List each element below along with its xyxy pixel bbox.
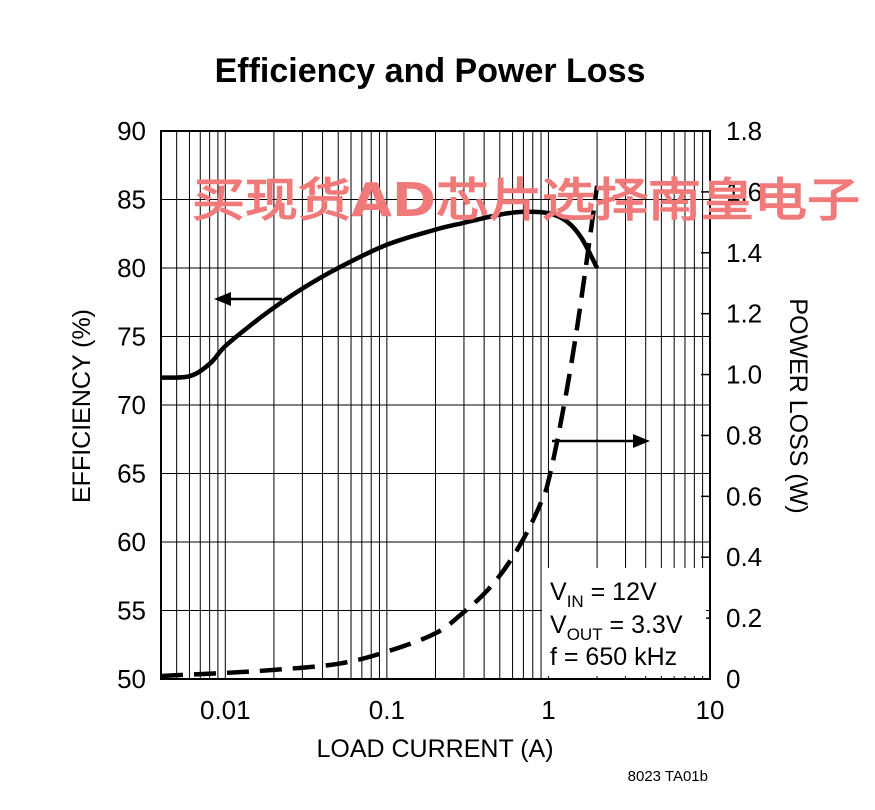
x-axis-label: LOAD CURRENT (A) [316, 735, 553, 763]
y-right-tick-labels: 1.8 1.6 1.4 1.2 1.0 0.8 0.6 0.4 0.2 0 [726, 116, 762, 694]
y-left-axis-label: EFFICIENCY (%) [68, 309, 96, 503]
x-tick-label: 1 [541, 695, 555, 725]
y-right-tick-label: 1.6 [726, 177, 762, 207]
efficiency-curve [160, 209, 600, 380]
x-tick-label: 0.01 [200, 695, 251, 725]
efficiency-axis-arrow [214, 292, 282, 306]
y-right-tick-label: 1.4 [726, 238, 762, 268]
y-left-tick-label: 75 [117, 322, 146, 352]
condition-frequency: f = 650 kHz [550, 643, 677, 671]
x-tick-labels: 0.01 0.1 1 10 [200, 695, 724, 725]
data-series [160, 185, 600, 679]
x-tick-label: 10 [696, 695, 725, 725]
figure-id: 8023 TA01b [628, 768, 708, 785]
y-left-tick-label: 65 [117, 459, 146, 489]
y-right-tick-label: 0.6 [726, 481, 762, 511]
plot-frame [160, 130, 711, 680]
y-right-tick-label: 0.4 [726, 542, 762, 572]
condition-vin: VIN = 12V [550, 578, 657, 611]
y-right-axis-label: POWER LOSS (W) [784, 298, 812, 513]
y-left-tick-label: 60 [117, 527, 146, 557]
watermark: 买现货AD芯片选择南皇电子 [192, 173, 860, 227]
y-right-tick-label: 0.8 [726, 420, 762, 450]
y-right-tick-label: 1.8 [726, 116, 762, 146]
power-loss-axis-arrow [552, 434, 650, 448]
y-left-tick-label: 55 [117, 596, 146, 626]
y-right-tick-label: 0 [726, 664, 740, 694]
condition-vout: VOUT = 3.3V [550, 611, 683, 644]
y-left-tick-label: 85 [117, 185, 146, 215]
y-right-tick-label: 0.2 [726, 603, 762, 633]
y-left-tick-label: 70 [117, 390, 146, 420]
conditions-box-background [542, 568, 706, 676]
y-right-tick-label: 1.0 [726, 360, 762, 390]
power-loss-curve [160, 185, 600, 679]
x-tick-label: 0.1 [369, 695, 405, 725]
y-left-tick-label: 90 [117, 116, 146, 146]
y-left-tick-labels: 90 85 80 75 70 65 60 55 50 [117, 116, 146, 694]
y-right-tick-label: 1.2 [726, 299, 762, 329]
chart-title: Efficiency and Power Loss [215, 52, 646, 90]
y-left-tick-label: 80 [117, 253, 146, 283]
y-left-tick-label: 50 [117, 664, 146, 694]
